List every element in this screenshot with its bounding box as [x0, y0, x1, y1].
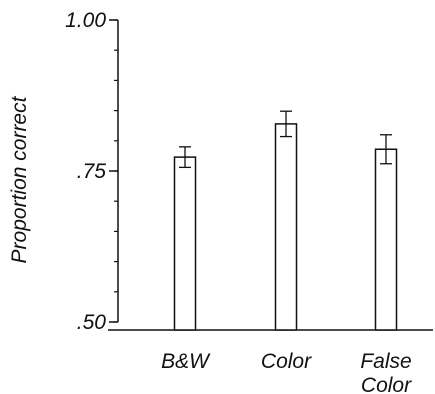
category-label: B&W — [161, 350, 211, 373]
category-label: False Color — [360, 350, 412, 394]
axes: .50 .75 1.00 — [65, 9, 433, 334]
y-axis-label: Proportion correct — [8, 95, 31, 263]
y-tick-label: .50 — [77, 311, 107, 334]
category-label: Color — [261, 350, 312, 373]
category-labels: B&W Color False Color — [161, 350, 412, 394]
bars — [173, 110, 398, 331]
y-tick-label: 1.00 — [65, 9, 106, 32]
bar — [274, 123, 298, 331]
bar — [173, 156, 197, 331]
y-tick-label: .75 — [77, 160, 107, 183]
bar — [374, 148, 398, 331]
